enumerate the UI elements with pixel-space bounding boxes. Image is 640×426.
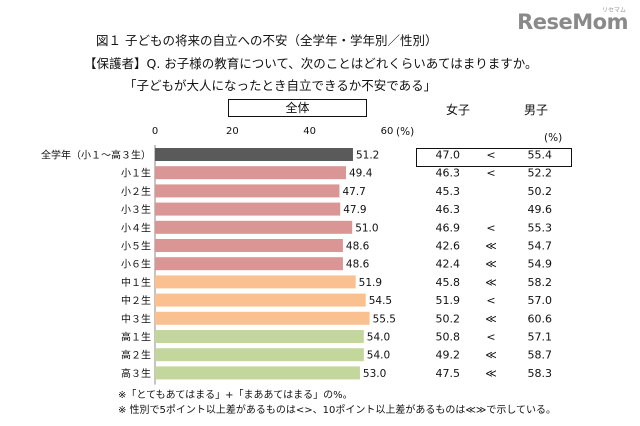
x-tick-label: 20 [225,126,239,137]
category-label: 小２生 [121,185,151,198]
bar-value-label: 54.5 [369,295,392,307]
boys-value: 54.9 [528,258,553,271]
bar [155,330,364,343]
gender-diff-marker: ≪ [485,349,497,362]
gender-diff-marker: ≪ [485,367,497,380]
overall-header: 全体 [228,99,367,117]
brand-logo[interactable]: ReseMom [517,10,628,34]
bar [155,148,353,161]
note-1: ※「とてもあてはまる」+「まああてはまる」の%。 [118,390,353,401]
question-text: 【保護者】Q. お子様の教育について、次のことはどれくらいあてはまりますか。 [84,56,538,71]
boys-value: 60.6 [528,312,553,325]
category-label: 高２生 [121,349,151,362]
percent-unit: (%) [544,132,563,144]
bar [155,257,343,271]
boys-header: 男子 [524,103,549,117]
gender-diff-marker: < [486,167,495,180]
bar [155,311,370,325]
bar [155,293,366,307]
gender-diff-marker: < [486,149,495,162]
boys-value: 55.4 [528,149,553,162]
girls-value: 45.3 [436,185,461,198]
gender-diff-marker: ≪ [485,312,497,325]
overall-row-box [416,148,572,167]
bar [155,220,353,234]
x-tick-label: 60 [380,126,394,137]
girls-value: 50.8 [436,331,461,344]
bar-value-label: 48.6 [346,241,370,253]
boys-value: 58.3 [528,367,553,380]
category-label: 中３生 [121,312,151,325]
girls-value: 45.8 [436,276,461,289]
gender-diff-marker: < [486,221,495,234]
girls-value: 51.9 [436,294,461,307]
category-label: 小６生 [121,258,151,271]
bar-value-label: 54.0 [367,350,390,362]
bar [155,275,356,289]
girls-value: 42.6 [436,240,461,253]
girls-value: 46.3 [436,203,461,216]
gender-diff-marker: < [486,331,495,344]
x-tick-label: 0 [151,126,159,137]
note-2: ※ 性別で5ポイント以上差があるものは<>、10ポイント以上差があるものは≪≫で… [118,405,557,416]
brand-logo-subtitle: リセマム [601,7,626,14]
girls-value: 47.0 [436,149,461,162]
question-item: 「子どもが大人になったとき自立できるか不安である」 [124,78,437,93]
bar-value-label: 48.6 [346,259,370,271]
x-tick-label: 40 [303,126,317,137]
category-label: 高１生 [121,331,151,344]
category-label: 小３生 [121,203,151,216]
bar [155,202,341,216]
girls-value: 47.5 [436,367,461,380]
bar-value-label: 51.9 [359,277,382,289]
girls-header: 女子 [446,103,471,117]
bar [155,348,364,362]
boys-value: 57.1 [528,331,553,344]
boys-value: 49.6 [528,203,553,216]
category-label: 小４生 [121,221,151,234]
bar-value-label: 54.0 [367,332,390,344]
bar-value-label: 53.0 [363,368,386,380]
bar-value-label: 51.0 [355,222,378,234]
category-label: 高３生 [121,367,151,380]
bar-value-label: 47.7 [342,186,365,198]
bar-value-label: 55.5 [373,313,396,325]
girls-value: 50.2 [436,312,461,325]
girls-value: 49.2 [436,349,461,362]
gender-diff-marker: ≪ [485,258,497,271]
bar-value-label: 51.2 [356,150,379,162]
gender-diff-marker: ≪ [485,240,497,253]
bar [155,166,347,180]
bar-value-label: 49.4 [349,168,373,180]
girls-value: 46.9 [436,221,461,234]
category-label: 小１生 [121,167,151,180]
x-axis-unit: (%) [396,126,415,138]
boys-value: 57.0 [528,294,553,307]
boys-value: 52.2 [528,167,553,180]
boys-value: 55.3 [528,221,553,234]
bar [155,184,340,198]
girls-value: 42.4 [436,258,461,271]
boys-value: 54.7 [528,240,553,253]
category-label: 全学年（小１～高３生） [41,149,151,162]
bar [155,239,343,252]
boys-value: 50.2 [528,185,553,198]
boys-value: 58.2 [528,276,553,289]
gender-diff-marker: < [486,294,495,307]
category-label: 中１生 [121,276,151,289]
boys-value: 58.7 [528,349,553,362]
category-label: 小５生 [121,240,151,253]
category-label: 中２生 [121,294,151,307]
girls-value: 46.3 [436,167,461,180]
figure-title: 図１ 子どもの将来の自立への不安（全学年・学年別／性別） [96,33,438,48]
gender-diff-marker: ≪ [485,276,497,289]
bar [155,366,360,380]
bar-value-label: 47.9 [343,204,366,216]
